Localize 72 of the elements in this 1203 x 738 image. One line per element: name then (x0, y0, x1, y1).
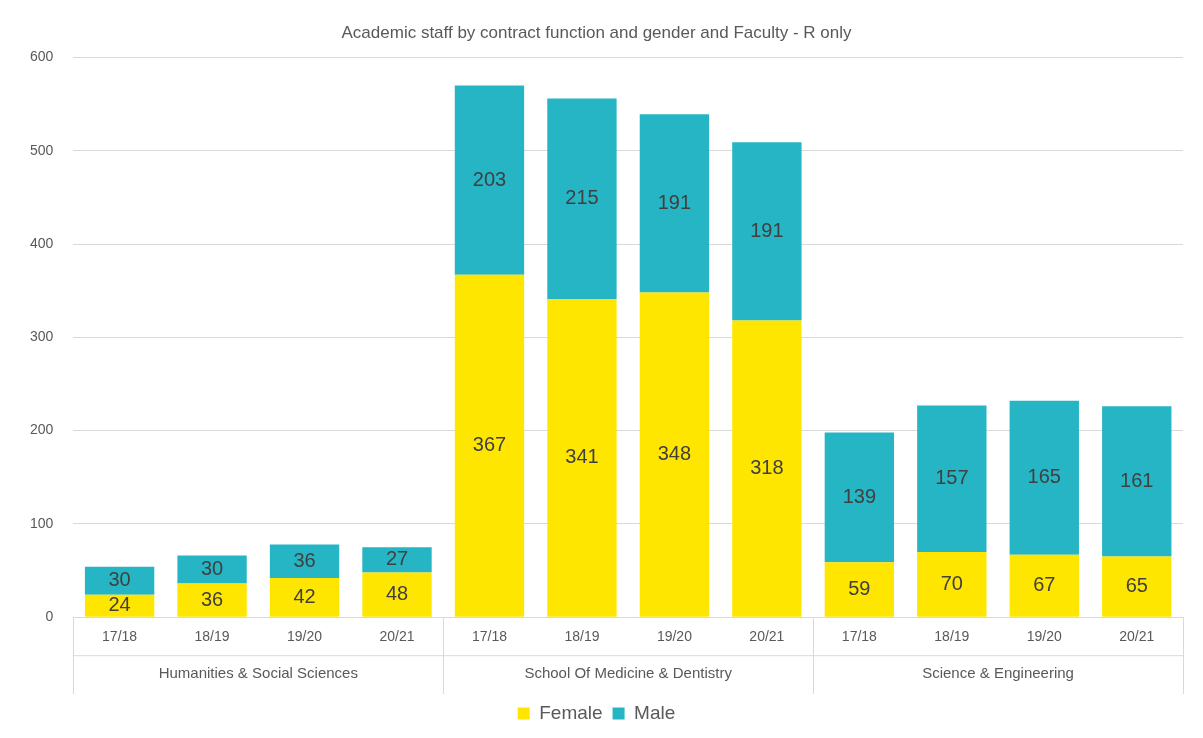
data-label: 30 (200, 557, 224, 580)
text: Science & Engineering (922, 664, 1074, 682)
x-tick-label: 19/20 (1026, 628, 1063, 645)
bar (824, 432, 895, 563)
data-label: 27 (385, 547, 409, 570)
bar (547, 299, 617, 617)
x-tick-label: 20/21 (379, 628, 415, 645)
bar (269, 544, 340, 579)
x-tick-label: 18/19 (564, 628, 600, 645)
bar (547, 98, 617, 300)
bar (639, 114, 710, 293)
bar (454, 274, 525, 617)
data-label: 215 (565, 186, 599, 209)
data-label: 67 (1033, 573, 1056, 596)
text: Humanities & Social Sciences (158, 664, 358, 682)
data-label: 59 (848, 576, 871, 599)
bar (732, 320, 802, 617)
data-label: 348 (657, 442, 692, 465)
bar (177, 583, 247, 617)
data-label: 318 (750, 456, 784, 479)
data-label: 367 (472, 433, 507, 456)
x-tick-label: 19/20 (287, 628, 323, 645)
y-tick-label: 100 (30, 514, 54, 531)
bar (1102, 406, 1172, 557)
data-label: 48 (385, 582, 409, 605)
x-tick-label: 17/18 (841, 628, 878, 645)
data-label: 36 (293, 548, 316, 571)
bar (177, 555, 247, 584)
data-label: 191 (657, 190, 692, 213)
bar (84, 566, 155, 595)
bar (362, 572, 432, 617)
x-tick-label: 18/19 (934, 628, 970, 645)
y-tick-label: 0 (45, 608, 54, 625)
chart-title: Academic staff by contract function and gender and Faculty - R only (341, 22, 852, 42)
legend-label: Female (539, 701, 603, 723)
bar (454, 85, 525, 275)
y-tick-label: 500 (30, 141, 54, 158)
data-label: 30 (108, 568, 131, 591)
data-label: 70 (940, 571, 963, 594)
bar (639, 292, 710, 617)
y-tick-label: 400 (30, 234, 54, 251)
bar (824, 562, 895, 617)
x-tick-label: 20/21 (749, 628, 785, 645)
x-tick-label: 20/21 (1119, 628, 1155, 645)
bar (1102, 556, 1172, 617)
x-tick-label: 17/18 (471, 628, 508, 645)
bar (917, 551, 987, 617)
y-tick-label: 200 (30, 421, 54, 438)
bar (917, 405, 987, 552)
data-label: 191 (750, 218, 784, 241)
legend-label: Male (634, 701, 676, 723)
bar (732, 142, 802, 321)
x-tick-label: 19/20 (656, 628, 693, 645)
bar (1009, 554, 1079, 617)
x-tick-label: 18/19 (194, 628, 230, 645)
data-label: 203 (472, 167, 507, 190)
bar (269, 578, 340, 617)
bar (1009, 400, 1079, 555)
text: School Of Medicine & Dentistry (524, 664, 733, 682)
data-label: 139 (842, 484, 877, 507)
data-label: 341 (565, 445, 599, 468)
data-label: 157 (935, 466, 969, 489)
bar (362, 547, 432, 573)
data-label: 161 (1120, 468, 1154, 491)
x-tick-label: 17/18 (102, 628, 138, 645)
data-label: 24 (108, 593, 131, 616)
data-label: 36 (200, 587, 224, 610)
data-label: 165 (1027, 465, 1061, 488)
data-label: 42 (293, 584, 316, 607)
y-tick-label: 300 (30, 328, 54, 345)
data-label: 65 (1125, 574, 1148, 597)
y-tick-label: 600 (30, 48, 54, 65)
